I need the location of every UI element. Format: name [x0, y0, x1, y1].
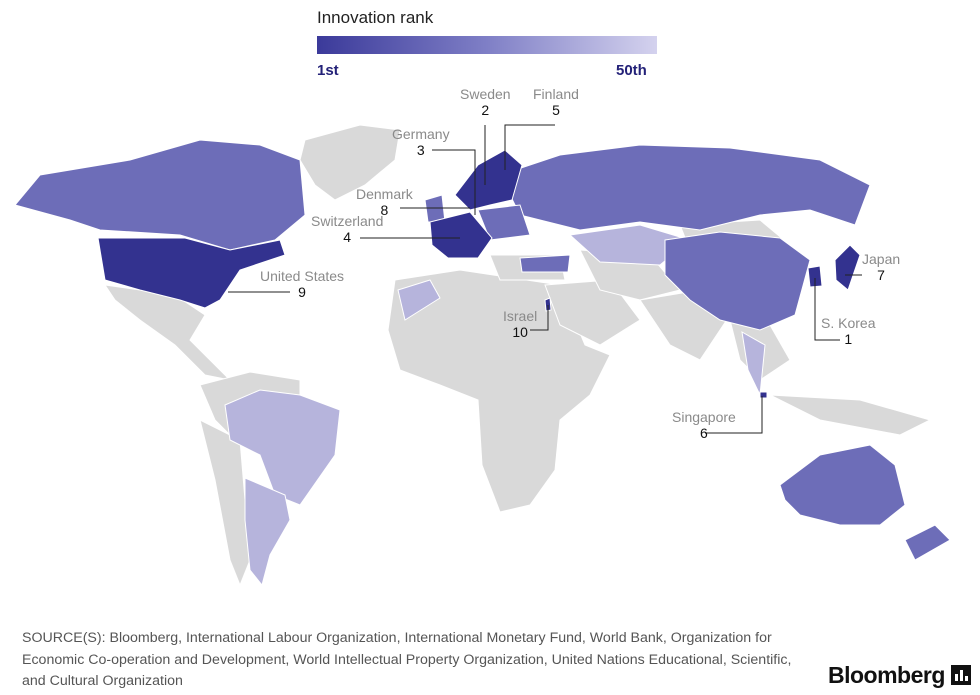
callout-singapore: Singapore 6 [672, 409, 736, 441]
callout-line-singapore [705, 396, 763, 434]
callout-line-germany [432, 149, 476, 215]
legend-min-label: 1st [317, 62, 339, 79]
source-note: SOURCE(S): Bloomberg, International Labo… [22, 630, 792, 689]
brand-wordmark: Bloomberg [828, 662, 945, 688]
callout-line-skorea [814, 278, 840, 341]
ranked-mid [14, 139, 951, 561]
landmass-canada [14, 139, 306, 251]
ranked-light [224, 224, 766, 587]
landmass-russia [499, 144, 871, 231]
callout-skorea: S. Korea 1 [821, 315, 876, 347]
legend-title: Innovation rank [317, 8, 434, 27]
callout-line-finland [504, 124, 555, 170]
callout-israel: Israel 10 [503, 308, 538, 340]
landmass-south-korea [807, 265, 823, 288]
callout-sweden: Sweden 2 [460, 86, 511, 118]
legend-gradient-bar [317, 36, 657, 54]
callout-finland: Finland 5 [533, 86, 579, 118]
world-map [14, 124, 951, 587]
landmass-indonesia [769, 394, 932, 436]
landmass-singapore [759, 391, 768, 399]
landmass-new-zealand [904, 524, 951, 561]
bar-chart-icon [951, 665, 971, 685]
landmass-greenland [299, 124, 401, 201]
callout-germany: Germany 3 [392, 126, 450, 158]
landmass-poland-region [477, 204, 531, 241]
landmass-scandinavia [454, 149, 523, 211]
callout-denmark: Denmark 8 [356, 186, 413, 218]
landmass-brazil [224, 389, 341, 506]
landmass-israel [544, 297, 552, 312]
landmass-western-europe [429, 211, 493, 259]
callout-lines [228, 124, 862, 434]
landmass-argentina [244, 477, 291, 587]
landmass-china [664, 231, 811, 331]
callout-switzerland: Switzerland 4 [311, 213, 384, 245]
landmass-australia [779, 444, 906, 526]
landmass-south-america-west [199, 419, 251, 587]
landmass-turkey [519, 254, 571, 273]
callout-us: United States 9 [260, 268, 345, 300]
callout-line-israel [530, 305, 549, 331]
landmass-japan [834, 244, 861, 291]
callout-japan: Japan 7 [862, 251, 901, 283]
landmass-united-states [97, 237, 286, 309]
landmass-morocco [397, 279, 441, 321]
legend-max-label: 50th [616, 62, 647, 79]
